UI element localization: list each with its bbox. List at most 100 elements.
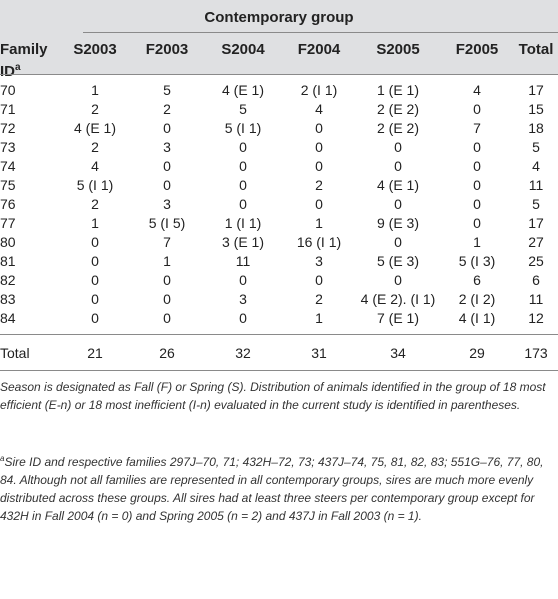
family-id-cell: 70 xyxy=(0,82,16,98)
table-cell: 1 xyxy=(315,310,323,326)
note-sires: aSire ID and respective families 297J–70… xyxy=(0,450,555,525)
table-cell: 0 xyxy=(239,272,247,288)
table-cell: 4 (E 1) xyxy=(221,82,264,98)
table-cell: 3 (E 1) xyxy=(221,234,264,250)
table-cell: 2 (E 2) xyxy=(376,101,419,117)
table-cell: 5 (E 3) xyxy=(376,253,419,269)
family-id-cell: 71 xyxy=(0,101,16,117)
table-cell: 3 xyxy=(315,253,323,269)
table-cell: 0 xyxy=(163,158,171,174)
table-cell: 5 (I 1) xyxy=(76,177,114,193)
table-cell: 5 (I 1) xyxy=(224,120,262,136)
table-cell: 1 xyxy=(315,215,323,231)
family-label: Family xyxy=(0,41,48,58)
table-cell: 5 xyxy=(532,196,540,212)
table-cell: 17 xyxy=(528,82,544,98)
table-cell: 0 xyxy=(91,234,99,250)
table-cell: 0 xyxy=(239,158,247,174)
table-cell: 2 (E 2) xyxy=(376,120,419,136)
table-cell: 0 xyxy=(239,139,247,155)
total-cell: 173 xyxy=(524,345,548,361)
table-cell: 0 xyxy=(163,177,171,193)
total-cell: 31 xyxy=(311,345,327,361)
table-cell: 11 xyxy=(528,177,544,193)
table-cell: 2 xyxy=(315,291,323,307)
table-cell: 7 xyxy=(163,234,171,250)
total-cell: 32 xyxy=(235,345,251,361)
table-cell: 4 xyxy=(532,158,540,174)
table-cell: 25 xyxy=(528,253,544,269)
table-cell: 0 xyxy=(473,101,481,117)
family-id-cell: 72 xyxy=(0,120,16,136)
table-cell: 0 xyxy=(239,310,247,326)
table-cell: 1 (I 1) xyxy=(224,215,262,231)
table-cell: 18 xyxy=(528,120,544,136)
column-header-s2003: S2003 xyxy=(73,41,117,58)
note-sires-text: Sire ID and respective families 297J–70,… xyxy=(0,455,544,523)
table-cell: 1 (E 1) xyxy=(376,82,419,98)
table-cell: 4 (E 1) xyxy=(73,120,116,136)
family-id-cell: 80 xyxy=(0,234,16,250)
table-cell: 3 xyxy=(239,291,247,307)
table-cell: 5 (I 5) xyxy=(148,215,186,231)
family-id-cell: 76 xyxy=(0,196,16,212)
table-cell: 0 xyxy=(163,272,171,288)
table-cell: 0 xyxy=(473,177,481,193)
table-cell: 0 xyxy=(315,139,323,155)
family-id-cell: 81 xyxy=(0,253,16,269)
table-cell: 4 (E 2). (I 1) xyxy=(360,291,436,307)
table-cell: 2 xyxy=(315,177,323,193)
group-underline xyxy=(83,32,558,33)
table-cell: 1 xyxy=(163,253,171,269)
table-cell: 0 xyxy=(91,253,99,269)
family-id-cell: 73 xyxy=(0,139,16,155)
table-cell: 4 xyxy=(473,82,481,98)
column-header-total: Total xyxy=(518,41,554,58)
note-season: Season is designated as Fall (F) or Spri… xyxy=(0,380,546,412)
table-cell: 0 xyxy=(315,120,323,136)
table-cell: 5 xyxy=(532,139,540,155)
table-cell: 0 xyxy=(315,272,323,288)
table-cell: 0 xyxy=(315,158,323,174)
column-header-s2004: S2004 xyxy=(221,41,265,58)
table-cell: 4 xyxy=(315,101,323,117)
header-rule xyxy=(0,74,558,75)
table-cell: 11 xyxy=(528,291,544,307)
table-cell: 3 xyxy=(163,196,171,212)
total-cell: 26 xyxy=(159,345,175,361)
table-cell: 0 xyxy=(91,291,99,307)
body-rule xyxy=(0,334,558,335)
table-cell: 0 xyxy=(473,196,481,212)
total-cell: 34 xyxy=(390,345,406,361)
table-cell: 2 (I 1) xyxy=(300,82,338,98)
family-id-cell: 84 xyxy=(0,310,16,326)
total-cell: 29 xyxy=(469,345,485,361)
table-cell: 0 xyxy=(163,120,171,136)
family-id-cell: 75 xyxy=(0,177,16,193)
column-header-f2004: F2004 xyxy=(297,41,341,58)
table-cell: 2 (I 2) xyxy=(458,291,496,307)
table-cell: 0 xyxy=(163,310,171,326)
table-cell: 9 (E 3) xyxy=(376,215,419,231)
table-cell: 1 xyxy=(91,82,99,98)
id-label: IDa xyxy=(0,62,21,80)
table-cell: 2 xyxy=(91,101,99,117)
table-cell: 27 xyxy=(528,234,544,250)
table-cell: 17 xyxy=(528,215,544,231)
family-id-header: Family IDa xyxy=(0,41,48,81)
table-cell: 6 xyxy=(532,272,540,288)
table-cell: 1 xyxy=(91,215,99,231)
table-cell: 0 xyxy=(394,196,402,212)
family-id-cell: 83 xyxy=(0,291,16,307)
table-cell: 5 xyxy=(163,82,171,98)
table-cell: 7 xyxy=(473,120,481,136)
table-cell: 0 xyxy=(91,310,99,326)
table-cell: 5 (I 3) xyxy=(458,253,496,269)
table-cell: 4 (I 1) xyxy=(458,310,496,326)
table-cell: 0 xyxy=(473,139,481,155)
family-id-cell: 77 xyxy=(0,215,16,231)
table-cell: 12 xyxy=(528,310,544,326)
table-cell: 1 xyxy=(473,234,481,250)
table-cell: 0 xyxy=(394,139,402,155)
table-cell: 4 xyxy=(91,158,99,174)
